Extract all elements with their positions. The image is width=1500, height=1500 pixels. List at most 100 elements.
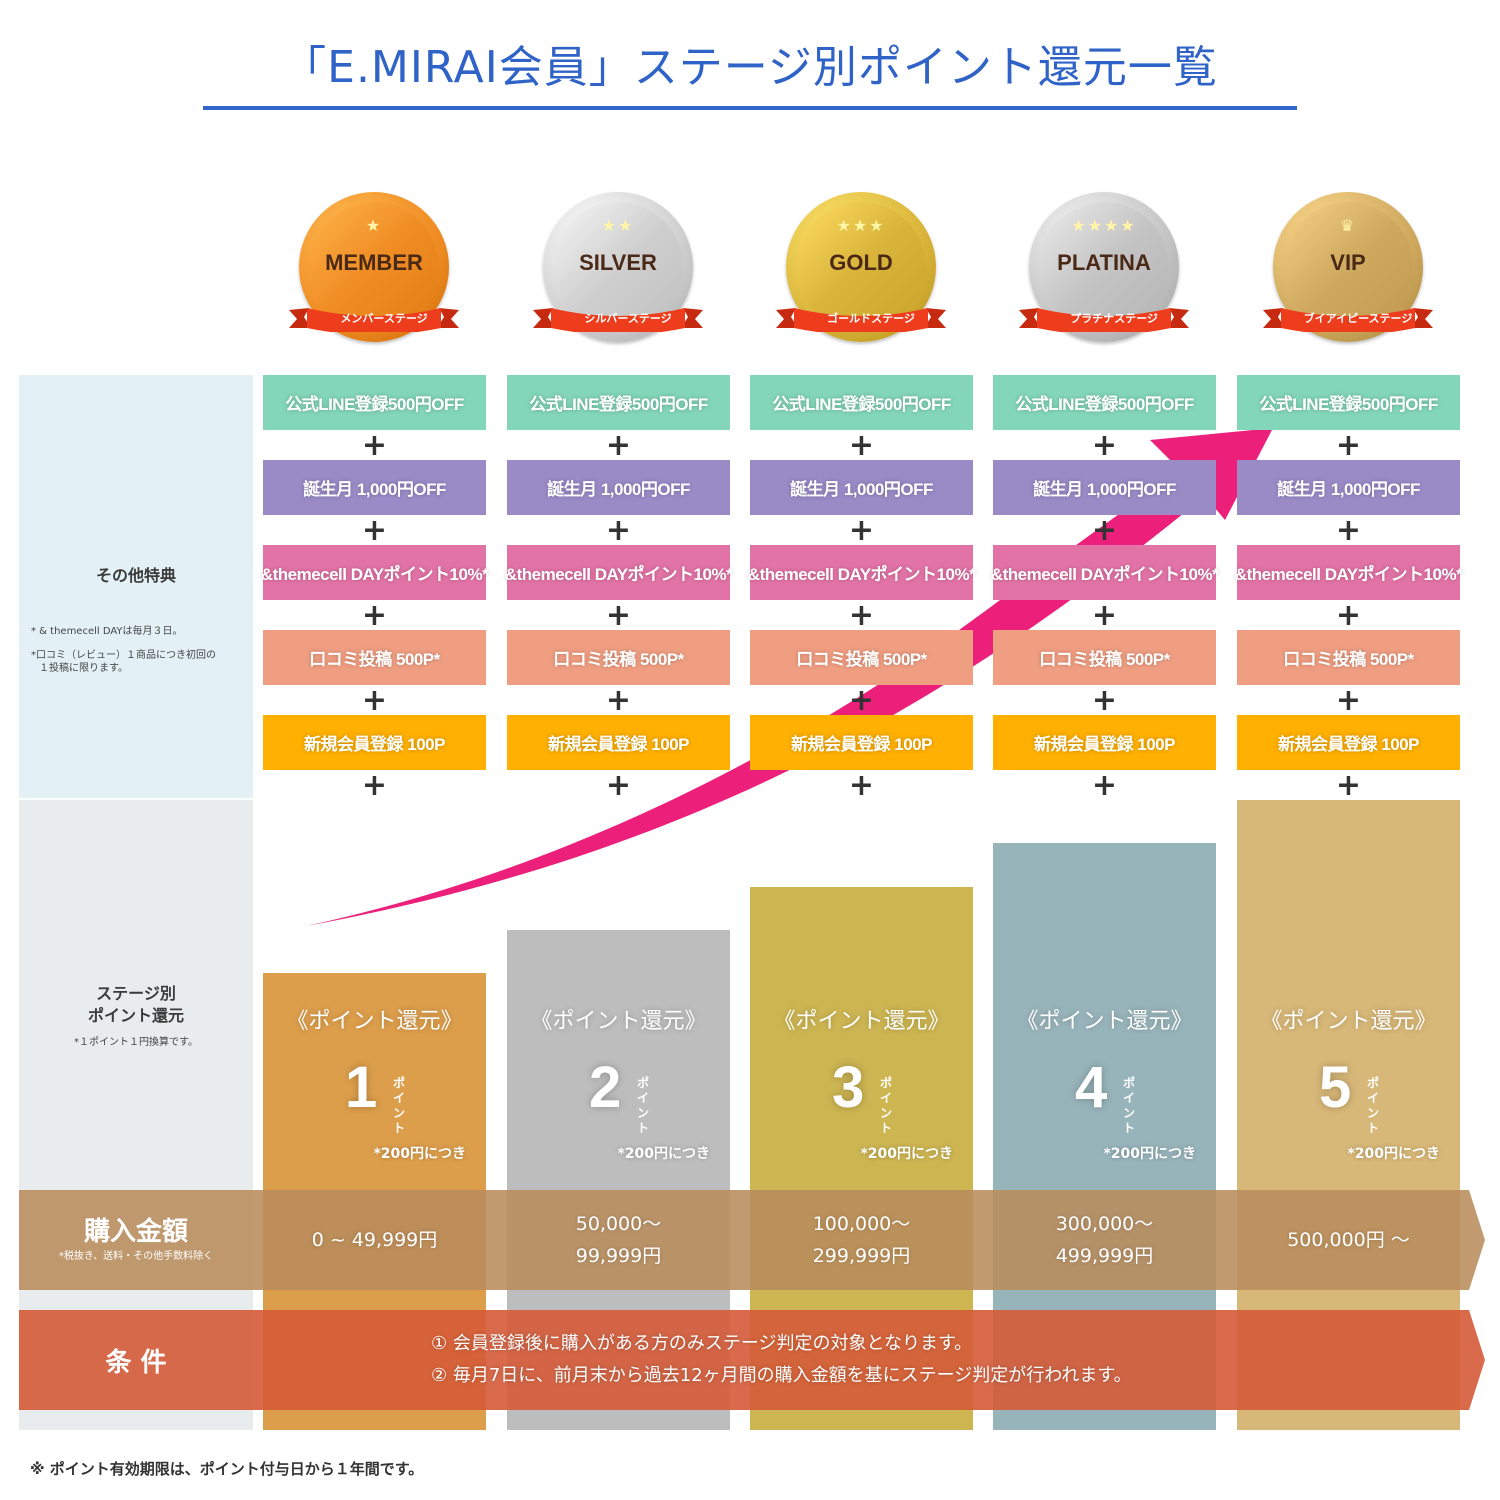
plus-icon: + <box>1091 683 1118 718</box>
purchase-range-line: 99,999円 <box>575 1245 662 1267</box>
line-signup-benefit: 公式LINE登録500円OFF <box>263 375 486 430</box>
ribbon-icon <box>1263 308 1433 332</box>
points-caption: 《ポイント還元》 <box>773 1009 950 1034</box>
themecell-day-benefit: &themecell DAYポイント10%* <box>1235 545 1463 600</box>
points-caption: 《ポイント還元》 <box>286 1009 463 1034</box>
conditions-label: 条 件 <box>19 1310 253 1410</box>
star-icon: ★★★★ <box>1071 216 1137 235</box>
birthday-benefit: 誕生月 1,000円OFF <box>263 460 486 515</box>
medal-stage-name: PLATINA <box>1057 250 1151 275</box>
new-member-benefit: 新規会員登録 100P <box>750 715 973 770</box>
plus-icon: + <box>361 768 388 803</box>
star-icon: ★★ <box>601 216 635 235</box>
medal-gold: ★★★ GOLD ゴールドステージ <box>776 192 946 342</box>
themecell-day-benefit: &themecell DAYポイント10%* <box>991 545 1219 600</box>
points-per-amount: *200円につき <box>617 1146 710 1162</box>
purchase-range-line: 500,000円 ～ <box>1287 1229 1410 1251</box>
points-per-amount: *200円につき <box>1103 1146 1196 1162</box>
plus-icon: + <box>605 768 632 803</box>
plus-icon: + <box>1091 428 1118 463</box>
review-benefit: 口コミ投稿 500P* <box>993 630 1216 685</box>
plus-icon: + <box>1091 598 1118 633</box>
new-member-benefit: 新規会員登録 100P <box>1237 715 1460 770</box>
star-icon: ★★★ <box>836 216 886 235</box>
plus-icon: + <box>605 598 632 633</box>
new-member-benefit: 新規会員登録 100P <box>263 715 486 770</box>
birthday-benefit: 誕生月 1,000円OFF <box>1237 460 1460 515</box>
plus-icon: + <box>1091 513 1118 548</box>
points-unit: ポイント <box>880 1076 893 1135</box>
purchase-range-line: 300,000～ <box>1055 1213 1154 1235</box>
ribbon-label: ゴールドステージ <box>827 312 915 325</box>
purchase-label: 購入金額 *税抜き、送料・その他手数料除く <box>19 1190 253 1290</box>
purchase-range-line: 50,000～ <box>575 1213 662 1235</box>
plus-icon: + <box>361 513 388 548</box>
plus-icon: + <box>1335 768 1362 803</box>
other-benefits-title: その他特典 <box>95 566 176 585</box>
points-expiry-note: ※ ポイント有効期限は、ポイント付与日から１年間です。 <box>30 1460 424 1478</box>
medal-member: ★ MEMBER メンバーステージ <box>289 192 459 342</box>
plus-icon: + <box>605 428 632 463</box>
condition-item-2: ② 毎月7日に、前月末から過去12ヶ月間の購入金額を基にステージ判定が行われます… <box>431 1365 1132 1386</box>
other-benefits-label-panel: その他特典 * & themecell DAYは毎月３日。 *口コミ（レビュー）… <box>19 375 253 798</box>
plus-icon: + <box>1335 598 1362 633</box>
purchase-amount-band: 購入金額 *税抜き、送料・その他手数料除く 0 ~ 49,999円 50,000～… <box>19 1190 1485 1290</box>
medal-platina: ★★★★ PLATINA プラチナステージ <box>1019 192 1189 342</box>
birthday-benefit: 誕生月 1,000円OFF <box>507 460 730 515</box>
points-title-line2: ポイント還元 <box>87 1006 184 1025</box>
medal-stage-name: GOLD <box>829 250 893 275</box>
points-unit: ポイント <box>1123 1076 1136 1135</box>
purchase-range-line: 0 ~ 49,999円 <box>311 1229 438 1251</box>
points-title-line1: ステージ別 <box>96 984 176 1003</box>
medal-vip: ♛ VIP ブイアイピーステージ <box>1263 192 1433 342</box>
themecell-day-benefit: &themecell DAYポイント10%* <box>505 545 733 600</box>
purchase-range-line: 499,999円 <box>1055 1245 1154 1267</box>
medal-stage-name: SILVER <box>579 250 657 275</box>
review-benefit: 口コミ投稿 500P* <box>507 630 730 685</box>
conditions-band-arrow <box>19 1310 1485 1410</box>
points-value: 3 <box>832 1055 865 1120</box>
purchase-range-platina: 300,000～ 499,999円 <box>993 1190 1216 1290</box>
points-value: 4 <box>1075 1055 1108 1120</box>
line-signup-benefit: 公式LINE登録500円OFF <box>750 375 973 430</box>
birthday-benefit: 誕生月 1,000円OFF <box>750 460 973 515</box>
purchase-range-member: 0 ~ 49,999円 <box>263 1190 486 1290</box>
plus-icon: + <box>848 513 875 548</box>
purchase-note: *税抜き、送料・その他手数料除く <box>58 1251 214 1262</box>
plus-icon: + <box>1335 513 1362 548</box>
purchase-range-silver: 50,000～ 99,999円 <box>507 1190 730 1290</box>
new-member-benefit: 新規会員登録 100P <box>507 715 730 770</box>
conditions-title: 条 件 <box>105 1347 167 1378</box>
points-value: 1 <box>345 1055 378 1120</box>
medal-silver: ★★ SILVER シルバーステージ <box>533 192 703 342</box>
plus-icon: + <box>1091 768 1118 803</box>
line-signup-benefit: 公式LINE登録500円OFF <box>507 375 730 430</box>
medal-stage-name: VIP <box>1330 250 1366 275</box>
purchase-range-line: 100,000～ <box>812 1213 911 1235</box>
conditions-band: 条 件 ① 会員登録後に購入がある方のみステージ判定の対象となります。 ② 毎月… <box>19 1310 1485 1410</box>
themecell-day-benefit: &themecell DAYポイント10%* <box>261 545 489 600</box>
points-value: 2 <box>589 1055 622 1120</box>
points-caption: 《ポイント還元》 <box>1016 1009 1193 1034</box>
ribbon-icon <box>1019 308 1189 332</box>
points-unit: ポイント <box>637 1076 650 1135</box>
review-note-line2: １投稿に限ります。 <box>39 663 128 674</box>
review-note-line1: *口コミ（レビュー）１商品につき初回の <box>31 650 216 661</box>
new-member-benefit: 新規会員登録 100P <box>993 715 1216 770</box>
ribbon-label: シルバーステージ <box>584 312 672 325</box>
plus-icon: + <box>605 513 632 548</box>
page-title: 「E.MIRAI会員」ステージ別ポイント還元一覧 <box>282 42 1218 93</box>
conditions-list: ① 会員登録後に購入がある方のみステージ判定の対象となります。 ② 毎月7日に、… <box>431 1328 1132 1392</box>
star-icon: ★ <box>365 216 383 235</box>
medal-stage-name: MEMBER <box>325 250 423 275</box>
ribbon-label: ブイアイピーステージ <box>1303 312 1413 325</box>
plus-icon: + <box>848 428 875 463</box>
line-signup-benefit: 公式LINE登録500円OFF <box>993 375 1216 430</box>
review-benefit: 口コミ投稿 500P* <box>263 630 486 685</box>
medal-face <box>309 202 439 332</box>
plus-icon: + <box>848 683 875 718</box>
points-per-amount: *200円につき <box>373 1146 466 1162</box>
points-per-amount: *200円につき <box>1347 1146 1440 1162</box>
points-unit: ポイント <box>1367 1076 1380 1135</box>
purchase-title: 購入金額 <box>83 1217 188 1247</box>
